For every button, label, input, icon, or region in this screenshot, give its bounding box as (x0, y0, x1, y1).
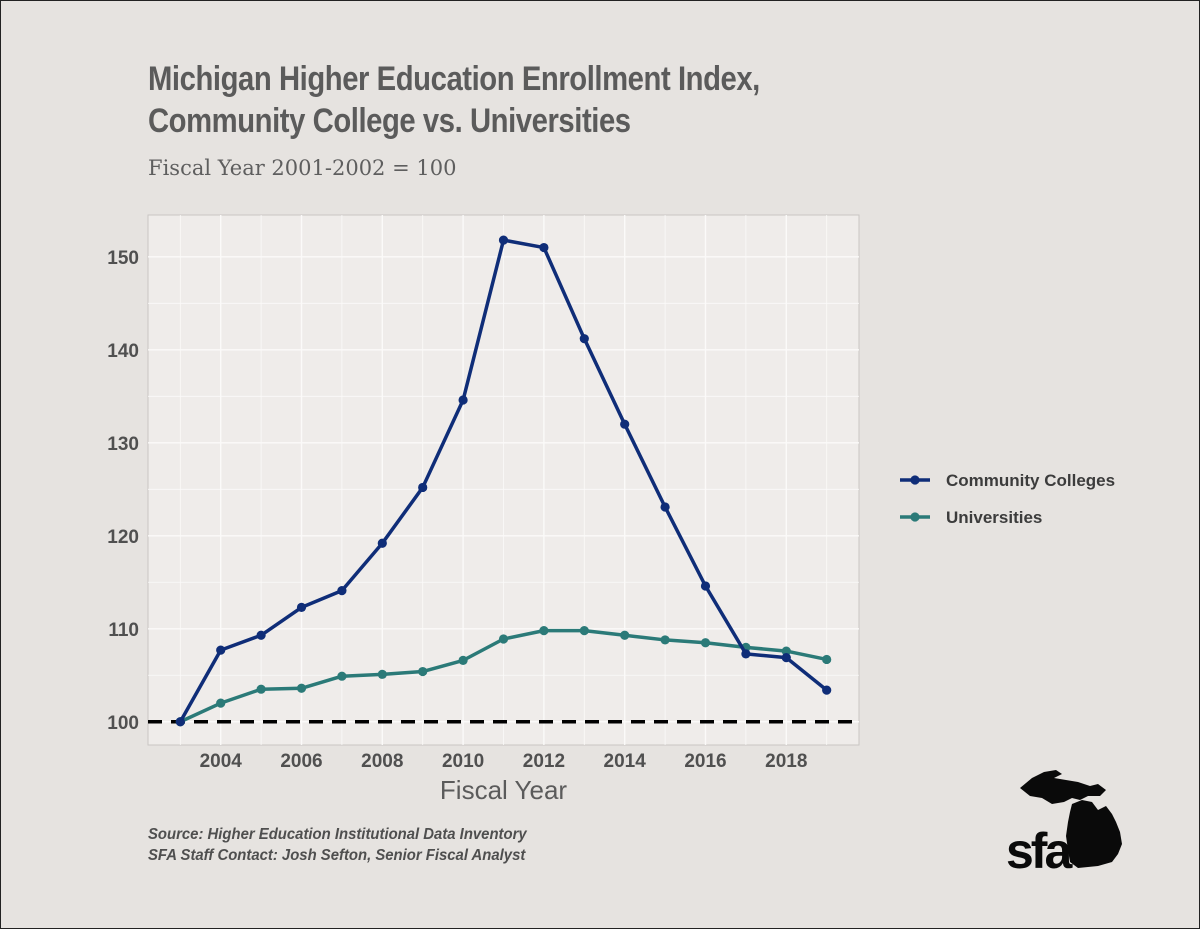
data-point (620, 419, 630, 429)
data-point (377, 538, 387, 548)
data-point (377, 669, 387, 679)
legend-swatch-point (910, 475, 920, 485)
y-tick-label: 100 (107, 713, 139, 734)
data-point (216, 698, 226, 708)
data-point (620, 630, 630, 640)
data-point (660, 635, 670, 645)
chart-subtitle: Fiscal Year 2001-2002 = 100 (148, 156, 457, 180)
x-tick-label: 2016 (684, 751, 726, 772)
data-point (741, 649, 751, 659)
data-point (539, 242, 549, 253)
data-point (579, 626, 589, 636)
x-tick-label: 2010 (442, 751, 484, 772)
x-tick-label: 2018 (765, 751, 807, 772)
x-axis-ticks: 2004 2006 2008 2010 2012 2014 2016 2018 (200, 751, 808, 772)
data-point (700, 581, 711, 591)
data-point (822, 654, 832, 665)
legend-label: Universities (946, 508, 1042, 527)
chart-title-line-2: Community College vs. Universities (148, 102, 631, 140)
series-group (175, 235, 832, 727)
x-axis-label: Fiscal Year (440, 775, 568, 805)
data-point (175, 717, 185, 727)
data-point (498, 634, 509, 644)
y-axis-ticks: 100 110 120 130 140 150 (107, 248, 139, 734)
x-tick-label: 2004 (200, 751, 243, 772)
data-point (458, 655, 468, 665)
data-point (498, 235, 509, 245)
data-point (822, 685, 832, 695)
x-tick-label: 2006 (280, 751, 322, 772)
data-point (700, 638, 711, 648)
data-point (216, 645, 226, 655)
y-tick-label: 120 (107, 527, 139, 548)
data-point (256, 630, 266, 640)
sfa-logo-text: sfa (1006, 823, 1073, 874)
x-tick-label: 2012 (523, 751, 565, 772)
data-point (539, 626, 549, 636)
y-tick-label: 140 (107, 341, 139, 362)
data-point (458, 395, 468, 405)
legend: Community Colleges Universities (900, 471, 1115, 527)
data-point (296, 602, 307, 612)
y-tick-label: 110 (108, 620, 139, 641)
chart-title: Michigan Higher Education Enrollment Ind… (148, 58, 802, 142)
data-point (256, 684, 266, 694)
legend-label: Community Colleges (946, 471, 1115, 490)
footer-notes: Source: Higher Education Institutional D… (148, 824, 527, 866)
y-tick-label: 130 (107, 434, 139, 455)
data-point (296, 683, 307, 693)
source-note: Source: Higher Education Institutional D… (148, 826, 527, 843)
x-tick-label: 2008 (361, 751, 403, 772)
data-point (579, 334, 589, 344)
legend-swatch-point (910, 512, 920, 522)
michigan-map-icon (1020, 770, 1122, 868)
data-point (781, 652, 791, 663)
chart-title-line-1: Michigan Higher Education Enrollment Ind… (148, 60, 760, 98)
legend-item: Community Colleges (900, 471, 1115, 490)
data-point (781, 646, 791, 656)
sfa-logo: sfa (1006, 770, 1122, 874)
data-point (337, 671, 347, 681)
x-tick-label: 2014 (604, 751, 647, 772)
data-point (418, 666, 428, 677)
series-community-colleges (175, 235, 832, 727)
data-point (660, 502, 670, 512)
y-tick-label: 150 (107, 248, 139, 269)
data-point (418, 482, 428, 493)
contact-note: SFA Staff Contact: Josh Sefton, Senior F… (148, 847, 526, 864)
data-point (337, 586, 347, 596)
legend-item: Universities (900, 508, 1042, 527)
